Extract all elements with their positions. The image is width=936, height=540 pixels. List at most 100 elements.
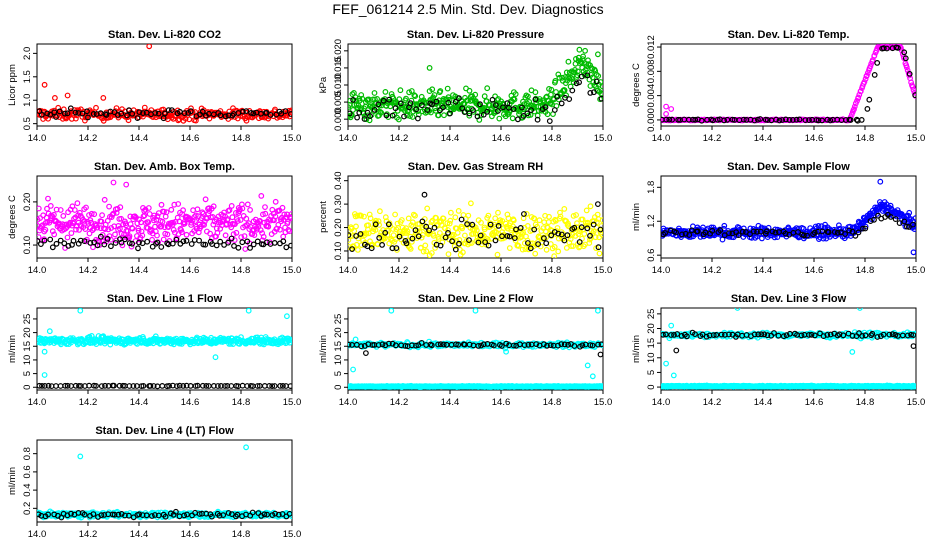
data-point [161,208,167,215]
data-point [557,213,564,220]
data-point [871,216,877,223]
data-point [408,88,415,94]
data-point [452,214,459,221]
data-point [64,382,71,389]
data-point [750,228,757,235]
data-point [210,221,217,228]
data-point [547,342,554,349]
data-point [442,234,449,241]
data-point [445,229,451,236]
data-point [422,242,429,249]
data-point [348,232,352,238]
data-point [519,246,526,253]
x-tick-label: 14.2 [703,265,722,276]
data-point [668,332,674,338]
data-point [852,232,859,239]
data-point [168,206,175,213]
y-tick-label: 20 [646,323,657,334]
point-layer [348,191,603,258]
data-point [595,51,601,58]
data-point [546,213,552,220]
data-point [106,203,112,210]
data-point [851,106,857,113]
data-point [47,202,54,209]
data-point [404,228,411,235]
data-point [53,240,60,247]
data-point [135,225,142,232]
data-point [571,343,578,349]
data-point [136,109,143,115]
data-point [407,245,414,252]
data-point [228,202,235,209]
data-point [678,333,685,339]
data-point [224,216,231,222]
data-point [135,227,142,234]
data-point [880,45,887,52]
data-point [824,332,831,338]
data-point [76,209,83,216]
data-point [512,91,519,97]
data-point [903,64,910,71]
plot-frame [660,175,917,259]
data-point [356,109,363,116]
data-point [255,220,262,227]
data-point [575,231,582,238]
data-point [445,251,452,258]
x-tick-label: 14.4 [441,133,460,144]
data-point [662,230,668,236]
data-point [207,230,214,237]
data-point [372,221,379,228]
data-point [188,241,195,247]
data-point [802,117,809,123]
y-tick-label: 0.2 [22,502,33,515]
data-point [724,116,731,123]
x-tick-label: 14.2 [79,133,98,144]
x-tick-label: 14.0 [652,265,671,276]
data-point [110,382,117,389]
data-point [154,213,161,220]
data-point [120,382,126,389]
data-point [51,231,58,238]
data-point [440,104,446,111]
data-point [392,342,399,349]
data-point [721,222,728,229]
data-point [350,366,357,373]
data-point [149,236,156,243]
data-point [598,95,603,102]
data-point [663,116,670,123]
data-point [709,227,716,234]
data-point [456,236,463,243]
data-point [165,107,172,113]
data-point [426,227,433,234]
x-tick-label: 14.6 [492,397,511,408]
data-point [703,333,710,340]
data-point [349,246,356,253]
data-point [116,382,123,389]
data-point [519,104,525,111]
data-point [61,240,68,247]
data-point [280,383,286,389]
data-point [521,342,528,349]
data-point [524,222,531,229]
data-point [371,106,378,113]
y-tick-label: 0.000 [333,107,344,131]
data-point [500,104,506,111]
data-point [352,336,359,343]
x-tick-label: 15.0 [594,397,613,408]
data-point [448,209,454,216]
data-point [222,232,229,239]
data-point [800,225,807,232]
data-point [114,111,121,118]
panel-title: Stan. Dev. Gas Stream RH [408,161,544,173]
y-tick-label: 25 [333,314,344,325]
data-point [581,230,588,237]
data-point [512,237,519,244]
y-tick-label: 25 [22,314,33,325]
data-point [864,69,871,76]
x-tick-label: 15.0 [907,397,926,408]
data-point [851,103,858,110]
data-point [522,246,529,253]
y-tick-label: 10 [333,355,344,366]
data-point [371,90,378,96]
